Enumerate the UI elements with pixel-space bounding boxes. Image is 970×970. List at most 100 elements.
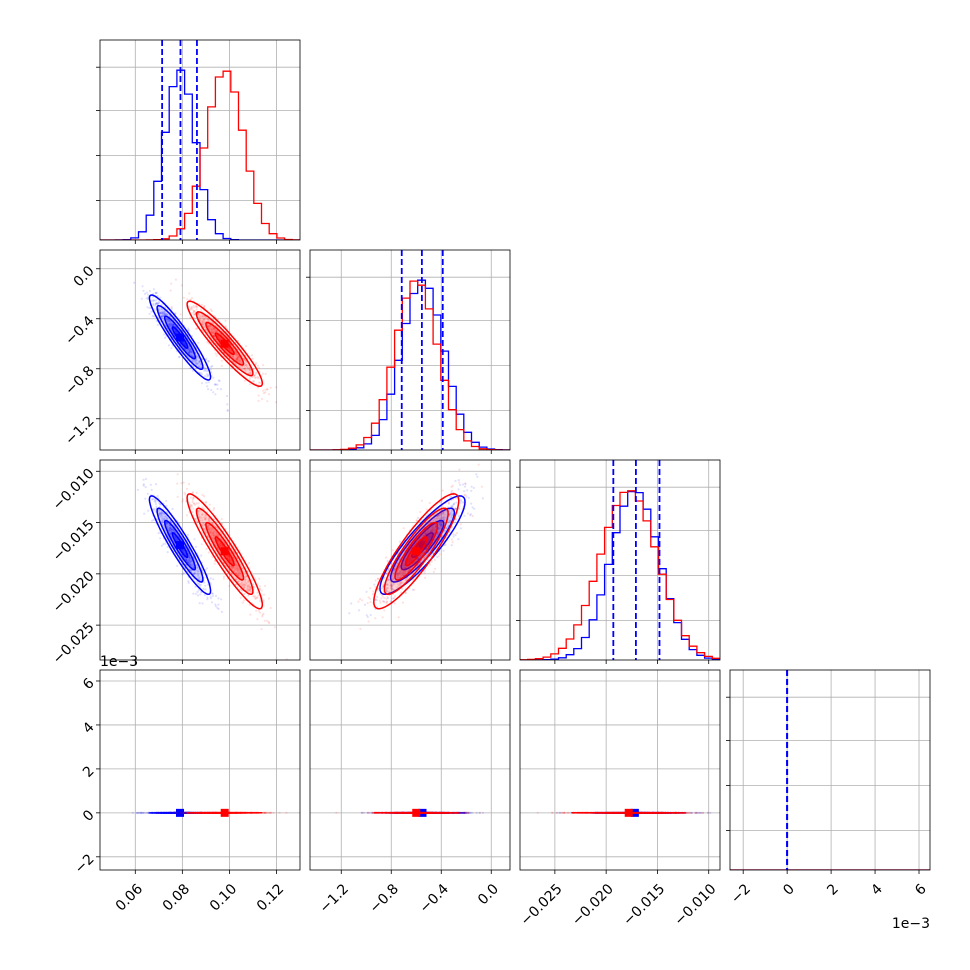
- sample-point: [447, 501, 450, 504]
- sample-point: [381, 616, 384, 619]
- sample-point: [197, 312, 200, 315]
- sample-point: [459, 483, 462, 486]
- sample-point: [244, 580, 247, 584]
- sample-point: [165, 318, 168, 321]
- sample-point: [141, 811, 144, 815]
- sample-point: [350, 602, 353, 605]
- sample-point: [163, 310, 166, 313]
- sample-point: [209, 595, 212, 598]
- sample-point: [404, 569, 407, 572]
- sample-point: [160, 512, 163, 515]
- sample-point: [201, 513, 204, 516]
- sample-point: [198, 361, 201, 364]
- sample-point: [454, 479, 457, 483]
- sample-point: [381, 600, 384, 603]
- sample-point: [452, 503, 456, 506]
- sample-point: [224, 319, 227, 322]
- sample-point: [454, 533, 457, 537]
- sample-point: [266, 400, 269, 403]
- sample-point: [236, 356, 239, 359]
- sample-point: [357, 600, 360, 603]
- sample-point: [213, 383, 216, 386]
- sample-point: [407, 566, 411, 569]
- sample-point: [197, 589, 200, 592]
- sample-point: [185, 558, 188, 561]
- sample-point: [209, 368, 212, 371]
- sample-point: [217, 534, 220, 537]
- sample-point: [423, 556, 426, 559]
- sample-point: [426, 541, 429, 544]
- sample-point: [235, 357, 238, 360]
- sample-point: [245, 364, 248, 367]
- sample-point: [257, 609, 260, 612]
- sample-point: [450, 505, 453, 508]
- sample-point: [239, 587, 242, 591]
- sample-point: [199, 372, 203, 375]
- sample-point: [147, 811, 150, 815]
- sample-point: [402, 567, 405, 570]
- sample-point: [160, 312, 163, 315]
- sample-point: [414, 561, 417, 564]
- sample-point: [187, 483, 191, 486]
- sample-point: [155, 505, 158, 508]
- sample-point: [438, 514, 441, 517]
- sample-point: [392, 572, 395, 575]
- sample-point: [260, 589, 263, 592]
- sample-point: [464, 482, 467, 486]
- sample-point: [214, 393, 217, 396]
- sample-point: [209, 324, 212, 327]
- sample-point: [426, 531, 429, 535]
- sample-point: [131, 811, 134, 815]
- sample-point: [369, 613, 372, 617]
- sample-point: [244, 575, 247, 578]
- sample-point: [208, 327, 211, 330]
- sample-point: [428, 535, 431, 538]
- sample-point: [261, 372, 264, 375]
- sample-point: [210, 328, 213, 331]
- sample-point: [267, 597, 270, 600]
- sample-point: [133, 281, 136, 284]
- sample-point: [401, 571, 405, 574]
- sample-point: [195, 354, 198, 358]
- sample-point: [203, 325, 206, 329]
- sample-point: [201, 314, 204, 317]
- sample-point: [419, 563, 422, 566]
- sample-point: [188, 350, 191, 353]
- sample-point: [158, 509, 161, 512]
- sample-point: [402, 574, 405, 577]
- sample-point: [210, 528, 213, 532]
- sample-point: [428, 521, 431, 524]
- sample-point: [359, 598, 362, 601]
- sample-point: [155, 302, 158, 305]
- sample-point: [439, 521, 442, 524]
- sample-point: [426, 528, 429, 531]
- sample-point: [194, 362, 198, 365]
- sample-point: [447, 507, 451, 510]
- sample-point: [443, 519, 446, 522]
- sample-point: [187, 580, 190, 583]
- sample-point: [188, 348, 191, 351]
- sample-point: [191, 369, 194, 372]
- sample-point: [213, 506, 216, 510]
- sample-point: [194, 592, 197, 595]
- sample-point: [217, 528, 220, 531]
- sample-point: [241, 581, 244, 584]
- sample-point: [191, 498, 194, 502]
- sample-point: [262, 389, 265, 392]
- sample-point: [408, 566, 411, 569]
- sample-point: [444, 530, 447, 533]
- sample-point: [187, 351, 190, 354]
- sample-point: [206, 370, 209, 373]
- sample-point: [418, 530, 421, 533]
- scatter-panel-0-3: [131, 808, 288, 817]
- sample-point: [162, 512, 165, 515]
- sample-point: [156, 323, 159, 326]
- sample-point: [213, 327, 216, 330]
- sample-point: [405, 566, 408, 569]
- sample-point: [398, 573, 401, 576]
- sample-point: [161, 519, 164, 522]
- sample-point: [204, 517, 207, 520]
- sample-point: [387, 568, 390, 571]
- sample-point: [203, 529, 206, 532]
- sample-point: [426, 514, 429, 517]
